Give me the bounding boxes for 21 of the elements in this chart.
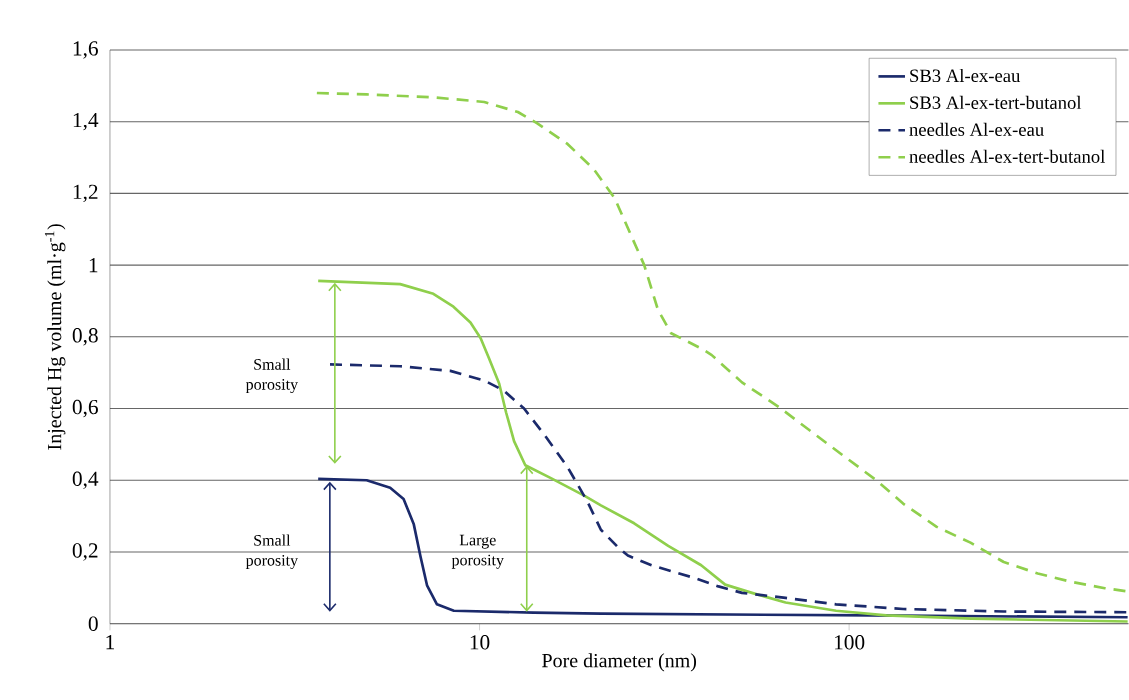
legend-label: SB3 Al-ex-eau bbox=[910, 69, 1021, 83]
y-tick-label: 1 bbox=[89, 258, 98, 273]
y-tick-label: 1,2 bbox=[73, 184, 98, 203]
annotation: Small porosity bbox=[245, 534, 299, 570]
y-tick-label: 1,6 bbox=[73, 41, 98, 59]
y-tick-label: 0,6 bbox=[72, 400, 98, 418]
x-tick-label: 10 bbox=[470, 635, 490, 650]
legend-label: SB3 Al-ex-tert-butanol bbox=[910, 96, 1082, 110]
y-tick-label: 0,4 bbox=[72, 471, 99, 490]
annotation: Small porosity bbox=[245, 358, 299, 394]
y-tick-label: 1,4 bbox=[73, 113, 99, 131]
legend-label: needles Al-ex-eau bbox=[909, 122, 1044, 137]
y-tick-label: 0,2 bbox=[72, 543, 98, 561]
x-tick-label: 100 bbox=[835, 635, 865, 650]
legend-label: needles Al-ex-tert-butanol bbox=[909, 149, 1105, 164]
annotation: Large porosity bbox=[451, 534, 504, 569]
x-tick-label: 1 bbox=[106, 635, 115, 650]
x-axis-title: Pore diameter (nm) bbox=[542, 653, 697, 672]
y-tick-label: 0,8 bbox=[72, 328, 98, 346]
y-axis-title: Injected Hg volume (ml·g$^{-1}$) bbox=[44, 224, 66, 450]
y-tick-label: 0 bbox=[88, 616, 98, 632]
